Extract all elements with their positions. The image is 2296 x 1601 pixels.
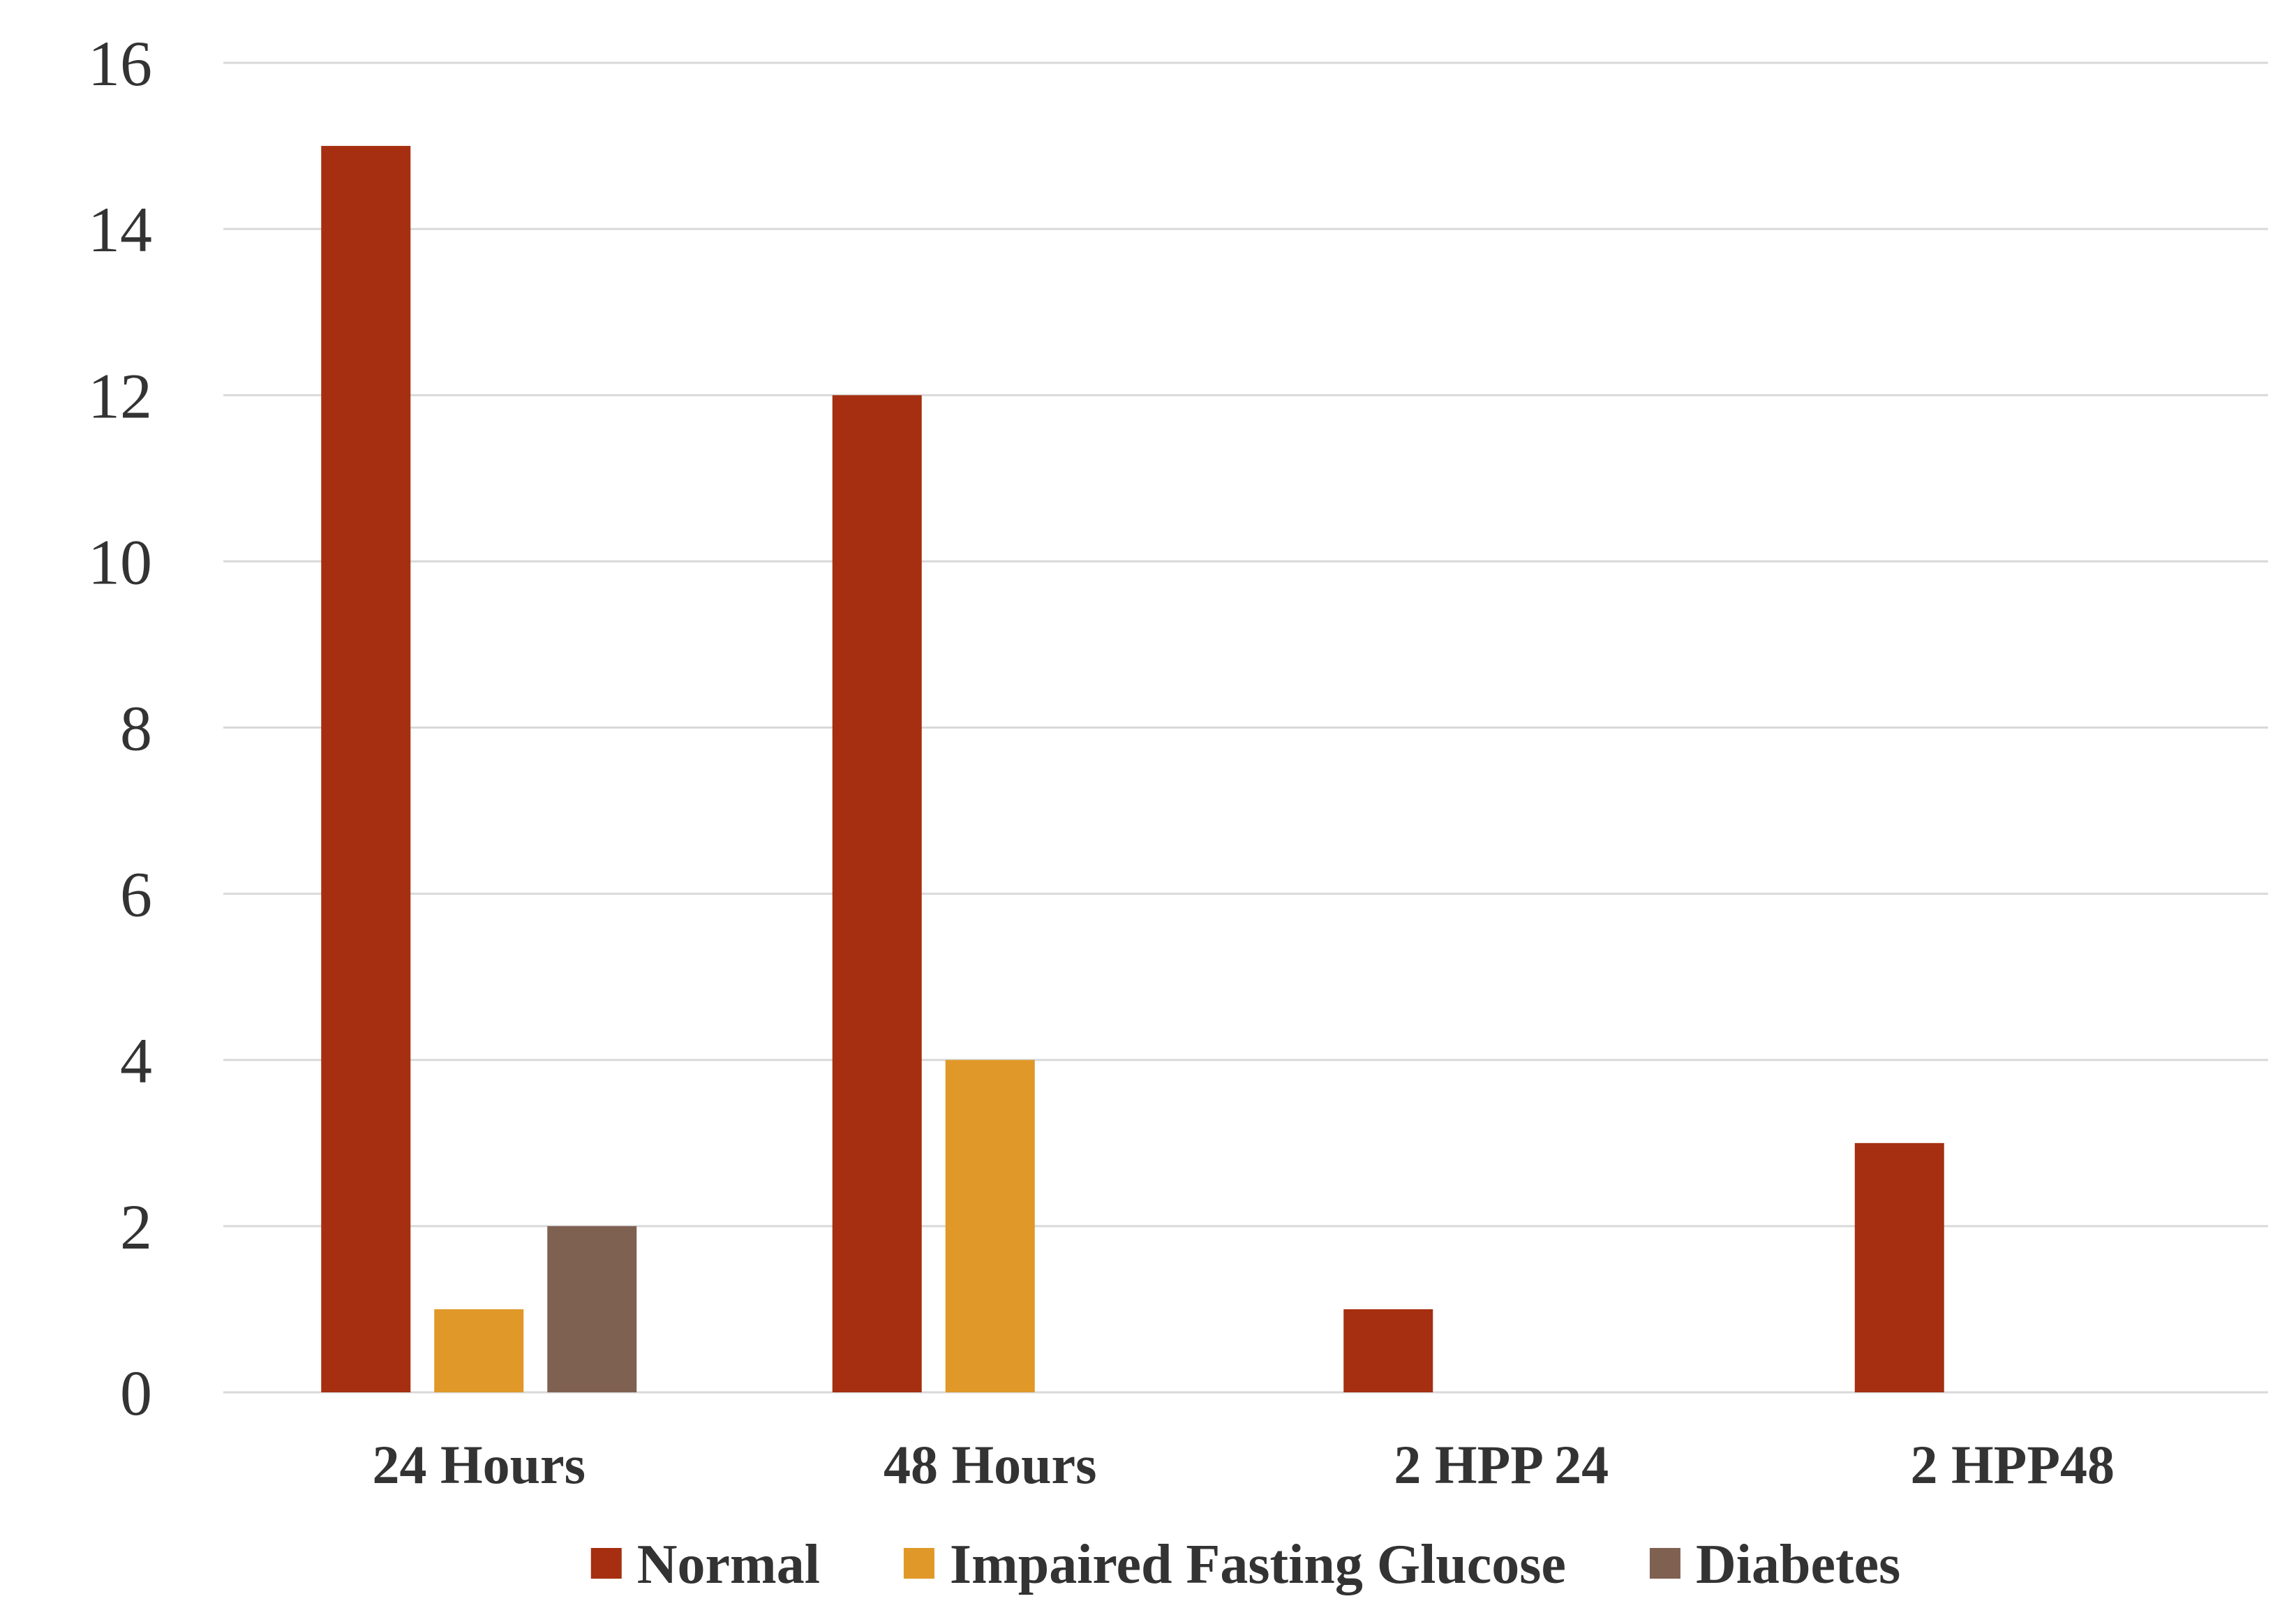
legend-item: Impaired Fasting Glucose bbox=[903, 1534, 1566, 1595]
legend-item: Diabetes bbox=[1649, 1534, 1900, 1595]
legend-swatch bbox=[903, 1548, 934, 1579]
gridlines bbox=[223, 61, 2268, 1394]
bar bbox=[434, 1309, 524, 1392]
y-tick-label: 16 bbox=[88, 28, 152, 99]
y-tick-label: 10 bbox=[88, 526, 152, 597]
x-tick-label: 2 HPP48 bbox=[1911, 1434, 2115, 1495]
y-axis-tick-labels: 0 2 4 6 8 10 12 14 16 bbox=[88, 28, 152, 1429]
legend-label: Impaired Fasting Glucose bbox=[950, 1534, 1566, 1595]
bar bbox=[547, 1226, 637, 1392]
bars bbox=[321, 146, 1944, 1392]
bar bbox=[832, 395, 922, 1392]
x-tick-label: 24 Hours bbox=[372, 1434, 586, 1495]
bar bbox=[321, 146, 411, 1392]
legend-label: Diabetes bbox=[1696, 1534, 1900, 1595]
legend-swatch bbox=[1649, 1548, 1680, 1579]
y-tick-label: 2 bbox=[120, 1191, 152, 1263]
bar bbox=[1343, 1309, 1433, 1392]
y-tick-label: 12 bbox=[88, 360, 152, 431]
x-tick-label: 48 Hours bbox=[884, 1434, 1097, 1495]
y-tick-label: 8 bbox=[120, 693, 152, 764]
x-axis-tick-labels: 24 Hours 48 Hours 2 HPP 24 2 HPP48 bbox=[372, 1434, 2115, 1495]
legend-item: Normal bbox=[590, 1534, 820, 1595]
bar bbox=[1854, 1142, 1944, 1392]
y-tick-label: 4 bbox=[120, 1025, 152, 1096]
y-tick-label: 0 bbox=[120, 1357, 152, 1429]
y-tick-label: 6 bbox=[120, 859, 152, 930]
legend-swatch bbox=[590, 1548, 622, 1579]
bar bbox=[945, 1059, 1035, 1392]
x-tick-label: 2 HPP 24 bbox=[1394, 1434, 1609, 1495]
legend-label: Normal bbox=[637, 1534, 820, 1595]
y-tick-label: 14 bbox=[88, 194, 152, 265]
legend: Normal Impaired Fasting Glucose Diabetes bbox=[590, 1534, 1900, 1595]
